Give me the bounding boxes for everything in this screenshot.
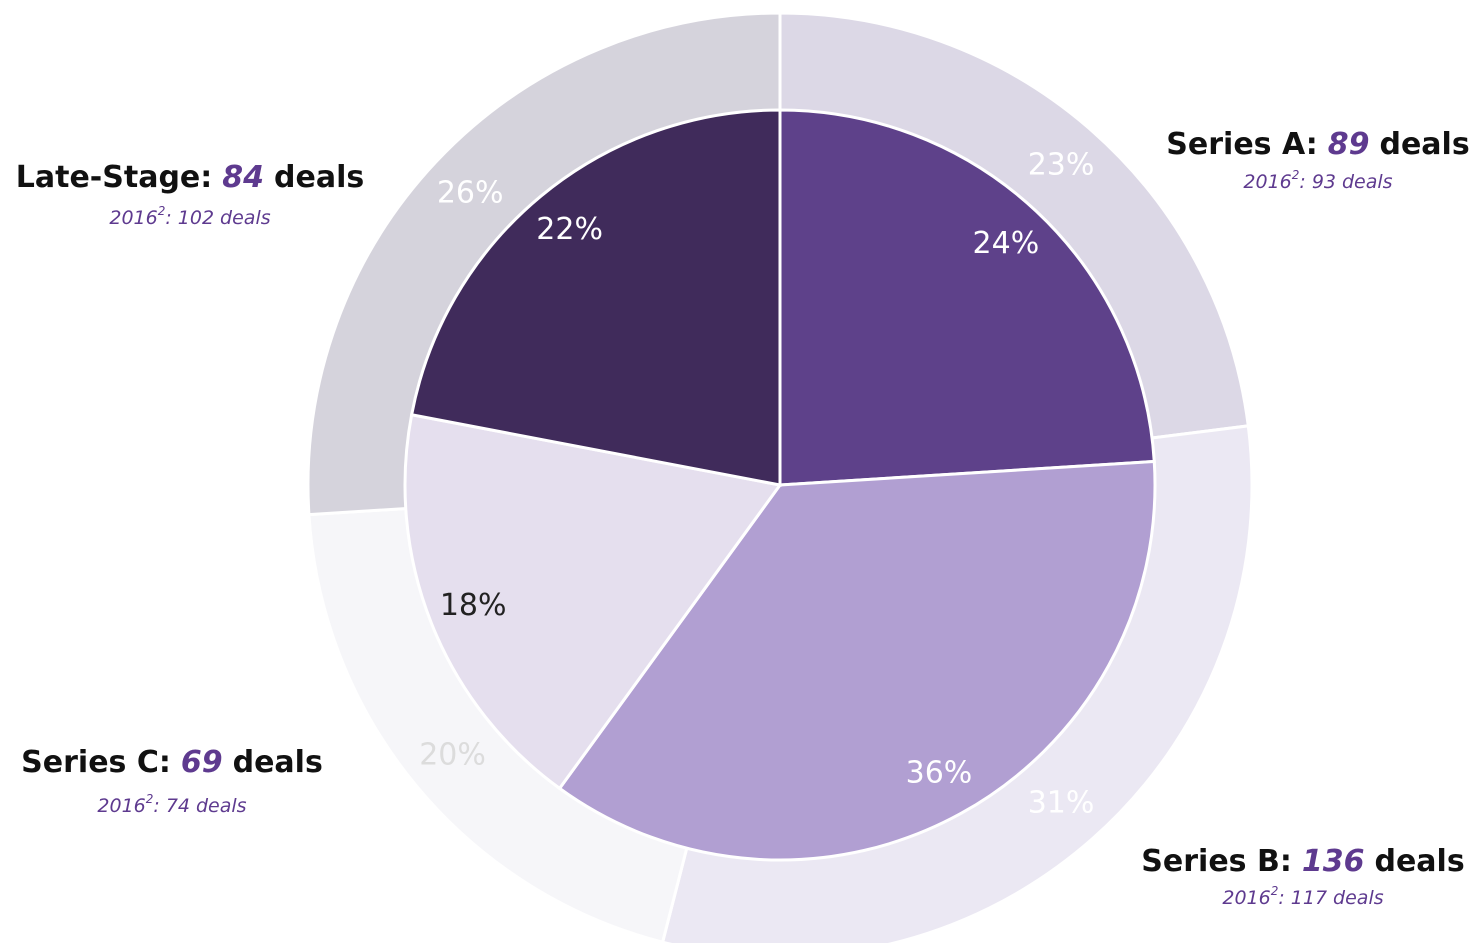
unit: deals: [220, 207, 271, 229]
prior-year: 2016: [109, 207, 157, 229]
slice-label: 20%: [419, 737, 486, 772]
slice-label: 26%: [437, 176, 504, 211]
separator: :: [200, 160, 212, 195]
category-label: Series C: 69 deals: [21, 745, 323, 780]
deal-count: 136: [1302, 844, 1365, 879]
prior-count: 74: [166, 795, 190, 817]
prior-year: 2016: [1222, 887, 1270, 909]
unit: deals: [1379, 127, 1469, 162]
footnote: 2: [1292, 168, 1300, 182]
slice-label: 22%: [536, 212, 603, 247]
prior-count: 93: [1312, 171, 1336, 193]
category-name: Series B: [1141, 844, 1280, 879]
prior-year: 2016: [97, 795, 145, 817]
prior-label: 20162: 117 deals: [1222, 884, 1383, 909]
footnote: 2: [146, 792, 154, 806]
unit: deals: [196, 795, 247, 817]
prior-year: 2016: [1243, 171, 1291, 193]
deal-count: 69: [181, 745, 223, 780]
slice-label: 18%: [440, 588, 507, 623]
category-label: Series B: 136 deals: [1141, 844, 1464, 879]
separator: :: [1278, 887, 1284, 909]
category-name: Series C: [21, 745, 159, 780]
prior-label: 20162: 102 deals: [109, 204, 270, 229]
slice-label: 23%: [1028, 148, 1095, 183]
slice: [778, 108, 1156, 487]
category-label: Late-Stage: 84 deals: [16, 160, 364, 195]
prior-label: 20162: 93 deals: [1243, 168, 1392, 193]
slice-label: 36%: [906, 756, 973, 791]
category-name: Series A: [1166, 127, 1306, 162]
unit: deals: [274, 160, 364, 195]
category-name: Late-Stage: [16, 160, 201, 195]
separator: :: [1306, 127, 1318, 162]
prior-count: 102: [178, 207, 214, 229]
slice-label: 24%: [973, 226, 1040, 261]
unit: deals: [1333, 887, 1384, 909]
slice: [403, 412, 783, 791]
prior-label: 20162: 74 deals: [97, 792, 246, 817]
footnote: 2: [158, 204, 166, 218]
slice: [557, 459, 1157, 862]
separator: :: [159, 745, 171, 780]
prior-count: 117: [1291, 887, 1327, 909]
slice-label: 31%: [1028, 785, 1095, 820]
deal-count: 89: [1328, 127, 1370, 162]
footnote: 2: [1271, 884, 1279, 898]
separator: :: [165, 207, 171, 229]
deal-count: 84: [222, 160, 264, 195]
separator: :: [153, 795, 159, 817]
unit: deals: [233, 745, 323, 780]
slice: [409, 108, 782, 487]
separator: :: [1299, 171, 1305, 193]
unit: deals: [1374, 844, 1464, 879]
category-label: Series A: 89 deals: [1166, 127, 1469, 162]
separator: :: [1280, 844, 1292, 879]
unit: deals: [1342, 171, 1393, 193]
